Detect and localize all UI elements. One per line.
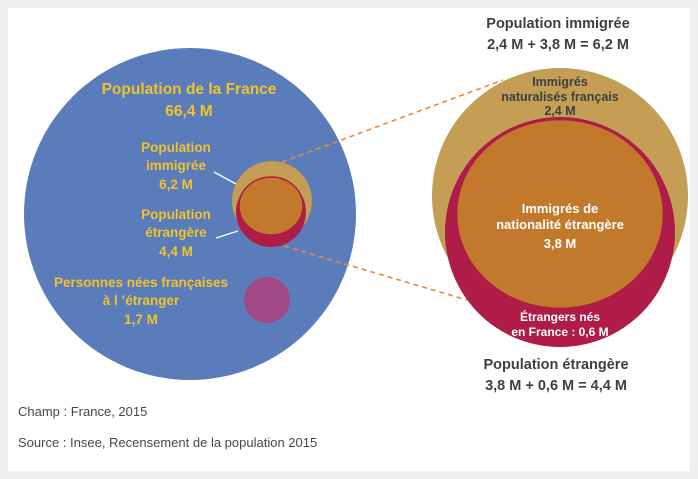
etrangere-value: 4,4 M [159,244,193,259]
born-abroad-value: 1,7 M [124,312,158,327]
immigree-label-line1: Population [141,140,211,155]
france-value: 66,4 M [165,103,212,120]
zoom-connector-bottom [283,245,468,301]
source-caption: Source : Insee, Recensement de la popula… [18,435,317,450]
crescent-label-line2: en France : 0,6 M [511,325,608,339]
crescent-label-line1: Étrangers nés [520,309,600,324]
etrangere-label-line2: étrangère [145,225,207,240]
born-abroad-circle [244,277,290,323]
champ-caption: Champ : France, 2015 [18,404,147,419]
born-abroad-label-line2: à l ’étranger [103,293,180,308]
immigree-label-line2: immigrée [146,158,207,173]
etrangere-pointer-line [215,230,239,239]
france-group: Population de la France 66,4 M Populatio… [24,48,356,380]
immigree-heading: Population immigrée [486,16,629,32]
small-intersection-circle [238,176,304,236]
intersection-label-line1: Immigrés de [522,201,599,216]
immigree-sum: 2,4 M + 3,8 M = 6,2 M [487,37,629,53]
intersection-value: 3,8 M [544,236,577,251]
naturalises-value: 2,4 M [544,104,575,118]
zoom-group: Population immigrée 2,4 M + 3,8 M = 6,2 … [432,16,688,394]
born-abroad-label-line1: Personnes nées françaises [54,275,228,290]
etrangere-sum: 3,8 M + 0,6 M = 4,4 M [485,378,627,394]
intersection-label-line2: nationalité étrangère [496,217,624,232]
naturalises-label-line1: Immigrés [532,75,588,89]
zoom-connector-top [281,79,504,163]
naturalises-label-line2: naturalisés français [501,90,618,104]
intersection-ellipse [454,117,666,311]
france-label: Population de la France [102,81,277,98]
etrangere-heading: Population étrangère [483,357,628,373]
immigree-value: 6,2 M [159,177,193,192]
immigree-pointer-line [213,171,237,185]
etrangere-label-line1: Population [141,207,211,222]
